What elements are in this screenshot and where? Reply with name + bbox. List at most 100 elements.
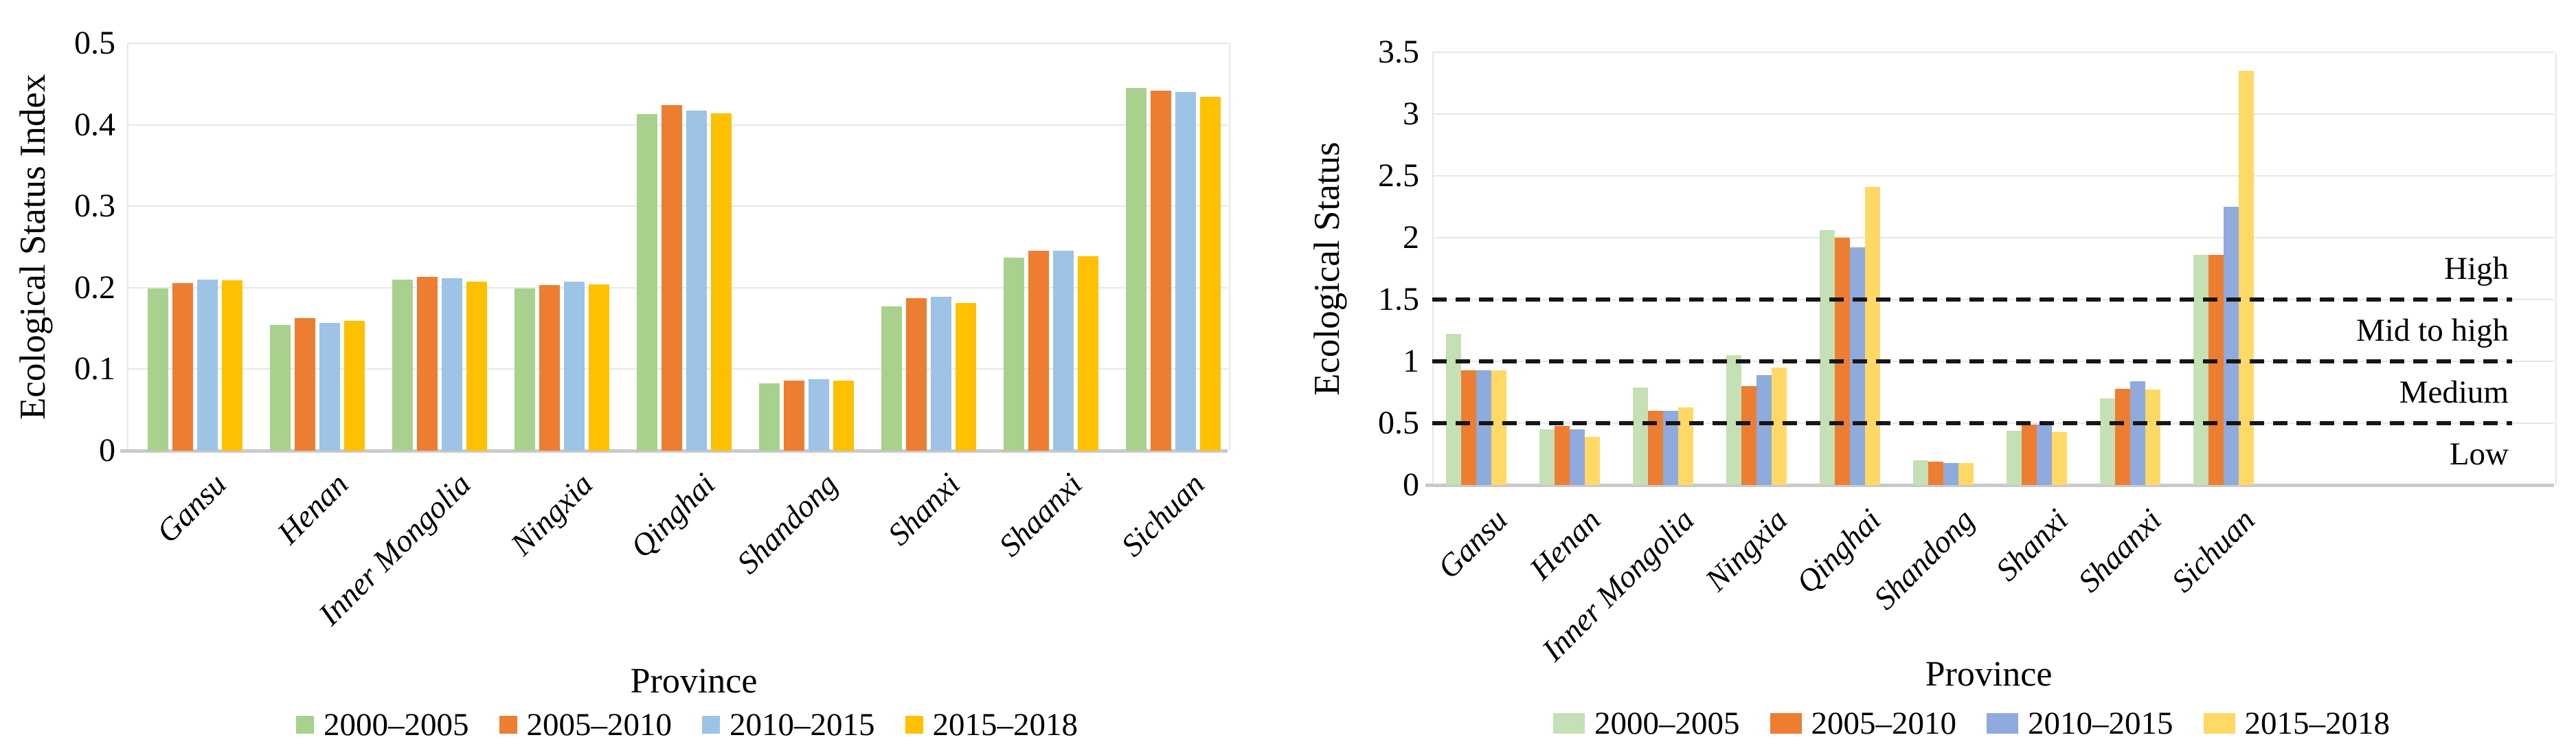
- bar-2015–2018-Ningxia: [1772, 368, 1787, 485]
- bar-2010–2015-Ningxia: [1756, 375, 1772, 485]
- chart-0-ytick: 0.5: [74, 25, 115, 61]
- chart-1-x-axis-line: [1425, 484, 2554, 487]
- chart-1-xlabel-Gansu: Gansu: [1430, 502, 1514, 585]
- legend-label: 2015–2018: [2244, 706, 2391, 741]
- chart-1-gridline: [1432, 237, 2554, 238]
- legend-item-2010–2015: 2010–2015: [702, 706, 875, 743]
- bar-2000–2005-Henan: [1539, 429, 1555, 485]
- bar-2005–2010-Inner Mongolia: [1648, 411, 1663, 485]
- chart-0-ytick: 0.4: [74, 106, 115, 143]
- threshold-line-0.5: [1432, 421, 2512, 425]
- chart-0-xlabel-Shanxi: Shanxi: [881, 466, 967, 552]
- bar-2010–2015-Shandong: [809, 379, 829, 451]
- bar-2000–2005-Shandong: [1913, 460, 1928, 485]
- bar-2005–2010-Gansu: [172, 283, 193, 451]
- bar-2015–2018-Henan: [1585, 437, 1600, 485]
- legend-item-2010–2015: 2010–2015: [1987, 705, 2173, 742]
- bar-2000–2005-Sichuan: [2193, 255, 2208, 485]
- chart-0-ytick: 0.1: [74, 350, 115, 387]
- bar-2015–2018-Shandong: [833, 381, 854, 451]
- bar-2005–2010-Shaanxi: [1028, 251, 1049, 451]
- chart-0-ytick: 0: [99, 432, 115, 469]
- chart-1-xlabel-Shandong: Shandong: [1866, 502, 1981, 616]
- legend-item-2000–2005: 2000–2005: [296, 706, 469, 743]
- bar-2000–2005-Gansu: [148, 289, 168, 451]
- bar-2000–2005-Qinghai: [1820, 230, 1835, 485]
- bar-2005–2010-Ningxia: [1741, 386, 1756, 485]
- bar-2005–2010-Shandong: [784, 381, 804, 451]
- bar-2015–2018-Shaanxi: [2145, 390, 2160, 485]
- chart-1-plot-area: [1432, 52, 2557, 485]
- chart-1-ytick: 3: [1403, 95, 1419, 132]
- bar-2015–2018-Sichuan: [2239, 71, 2254, 485]
- bar-2015–2018-Shanxi: [956, 303, 976, 451]
- legend-swatch-icon: [1770, 713, 1802, 734]
- bar-2005–2010-Ningxia: [539, 285, 560, 451]
- legend-swatch-icon: [2203, 713, 2235, 734]
- bar-2010–2015-Sichuan: [1175, 92, 1196, 451]
- bar-2000–2005-Inner Mongolia: [1633, 387, 1648, 485]
- legend-swatch-icon: [702, 716, 720, 734]
- bar-2000–2005-Ningxia: [1726, 355, 1741, 485]
- chart-0-xlabel-Shaanxi: Shaanxi: [991, 466, 1089, 563]
- chart-0-xlabel-Henan: Henan: [270, 466, 355, 551]
- chart-1-xlabel-Shanxi: Shanxi: [1989, 502, 2075, 588]
- bar-2010–2015-Shanxi: [931, 297, 951, 451]
- legend-item-2005–2010: 2005–2010: [1770, 705, 1957, 742]
- bar-2015–2018-Gansu: [222, 280, 242, 451]
- bar-2000–2005-Shanxi: [881, 306, 902, 451]
- legend-label: 2005–2010: [1811, 706, 1957, 741]
- chart-0-xlabel-Shandong: Shandong: [730, 466, 844, 581]
- bar-2010–2015-Qinghai: [1850, 247, 1865, 485]
- zone-label-high: High: [2444, 251, 2509, 286]
- bar-2000–2005-Shandong: [759, 383, 780, 451]
- bar-2010–2015-Gansu: [1476, 370, 1491, 485]
- legend-swatch-icon: [296, 716, 314, 734]
- legend-label: 2010–2015: [2028, 706, 2173, 741]
- right-x-axis-title: Province: [1925, 655, 2053, 694]
- bar-2010–2015-Inner Mongolia: [442, 278, 462, 451]
- legend-swatch-icon: [1553, 713, 1585, 734]
- bar-2005–2010-Gansu: [1461, 370, 1476, 485]
- bar-2000–2005-Henan: [270, 325, 291, 451]
- chart-1-ytick: 1: [1403, 343, 1419, 379]
- chart-1-ytick: 0: [1403, 466, 1419, 503]
- chart-1-ytick: 2: [1403, 219, 1419, 256]
- bar-2005–2010-Qinghai: [662, 105, 682, 451]
- legend-item-2000–2005: 2000–2005: [1553, 705, 1740, 742]
- right-legend: 2000–2005 2005–2010 2010–2015 2015–2018: [1538, 705, 2405, 742]
- bar-2005–2010-Henan: [1555, 426, 1570, 485]
- bar-2015–2018-Shanxi: [2052, 432, 2067, 485]
- zone-label-low: Low: [2449, 436, 2509, 472]
- bar-2010–2015-Sichuan: [2224, 207, 2239, 485]
- bar-2015–2018-Qinghai: [711, 113, 732, 451]
- legend-swatch-icon: [905, 716, 923, 734]
- chart-0-ytick: 0.3: [74, 188, 115, 225]
- bar-2015–2018-Shandong: [1958, 463, 1974, 485]
- bar-2000–2005-Inner Mongolia: [392, 280, 413, 451]
- bar-2000–2005-Gansu: [1446, 334, 1461, 485]
- bar-2000–2005-Shaanxi: [2100, 398, 2115, 485]
- bar-2015–2018-Ningxia: [589, 284, 609, 451]
- bar-2010–2015-Shanxi: [2037, 425, 2052, 485]
- bar-2010–2015-Inner Mongolia: [1663, 411, 1678, 485]
- bar-2010–2015-Gansu: [197, 280, 218, 451]
- legend-item-2005–2010: 2005–2010: [499, 706, 672, 743]
- chart-1-xlabel-Sichuan: Sichuan: [2164, 502, 2261, 599]
- bar-2000–2005-Ningxia: [515, 289, 535, 451]
- bar-2005–2010-Shandong: [1928, 462, 1943, 485]
- bar-2005–2010-Shanxi: [2022, 425, 2037, 485]
- chart-1-ytick: 2.5: [1378, 157, 1419, 194]
- left-legend: 2000–2005 2005–2010 2010–2015 2015–2018: [281, 706, 1093, 743]
- left-x-axis-title: Province: [630, 662, 758, 701]
- chart-0-x-axis-line: [120, 449, 1228, 453]
- chart-0-ytick: 0.2: [74, 269, 115, 306]
- chart-0-xlabel-Sichuan: Sichuan: [1114, 466, 1211, 563]
- bar-2000–2005-Shaanxi: [1004, 258, 1024, 451]
- bar-2015–2018-Shaanxi: [1078, 256, 1098, 451]
- bar-2010–2015-Shandong: [1943, 463, 1958, 485]
- chart-0-xlabel-Gansu: Gansu: [149, 466, 233, 550]
- chart-1-ytick: 3.5: [1378, 34, 1419, 70]
- chart-1-gridline: [1432, 113, 2554, 115]
